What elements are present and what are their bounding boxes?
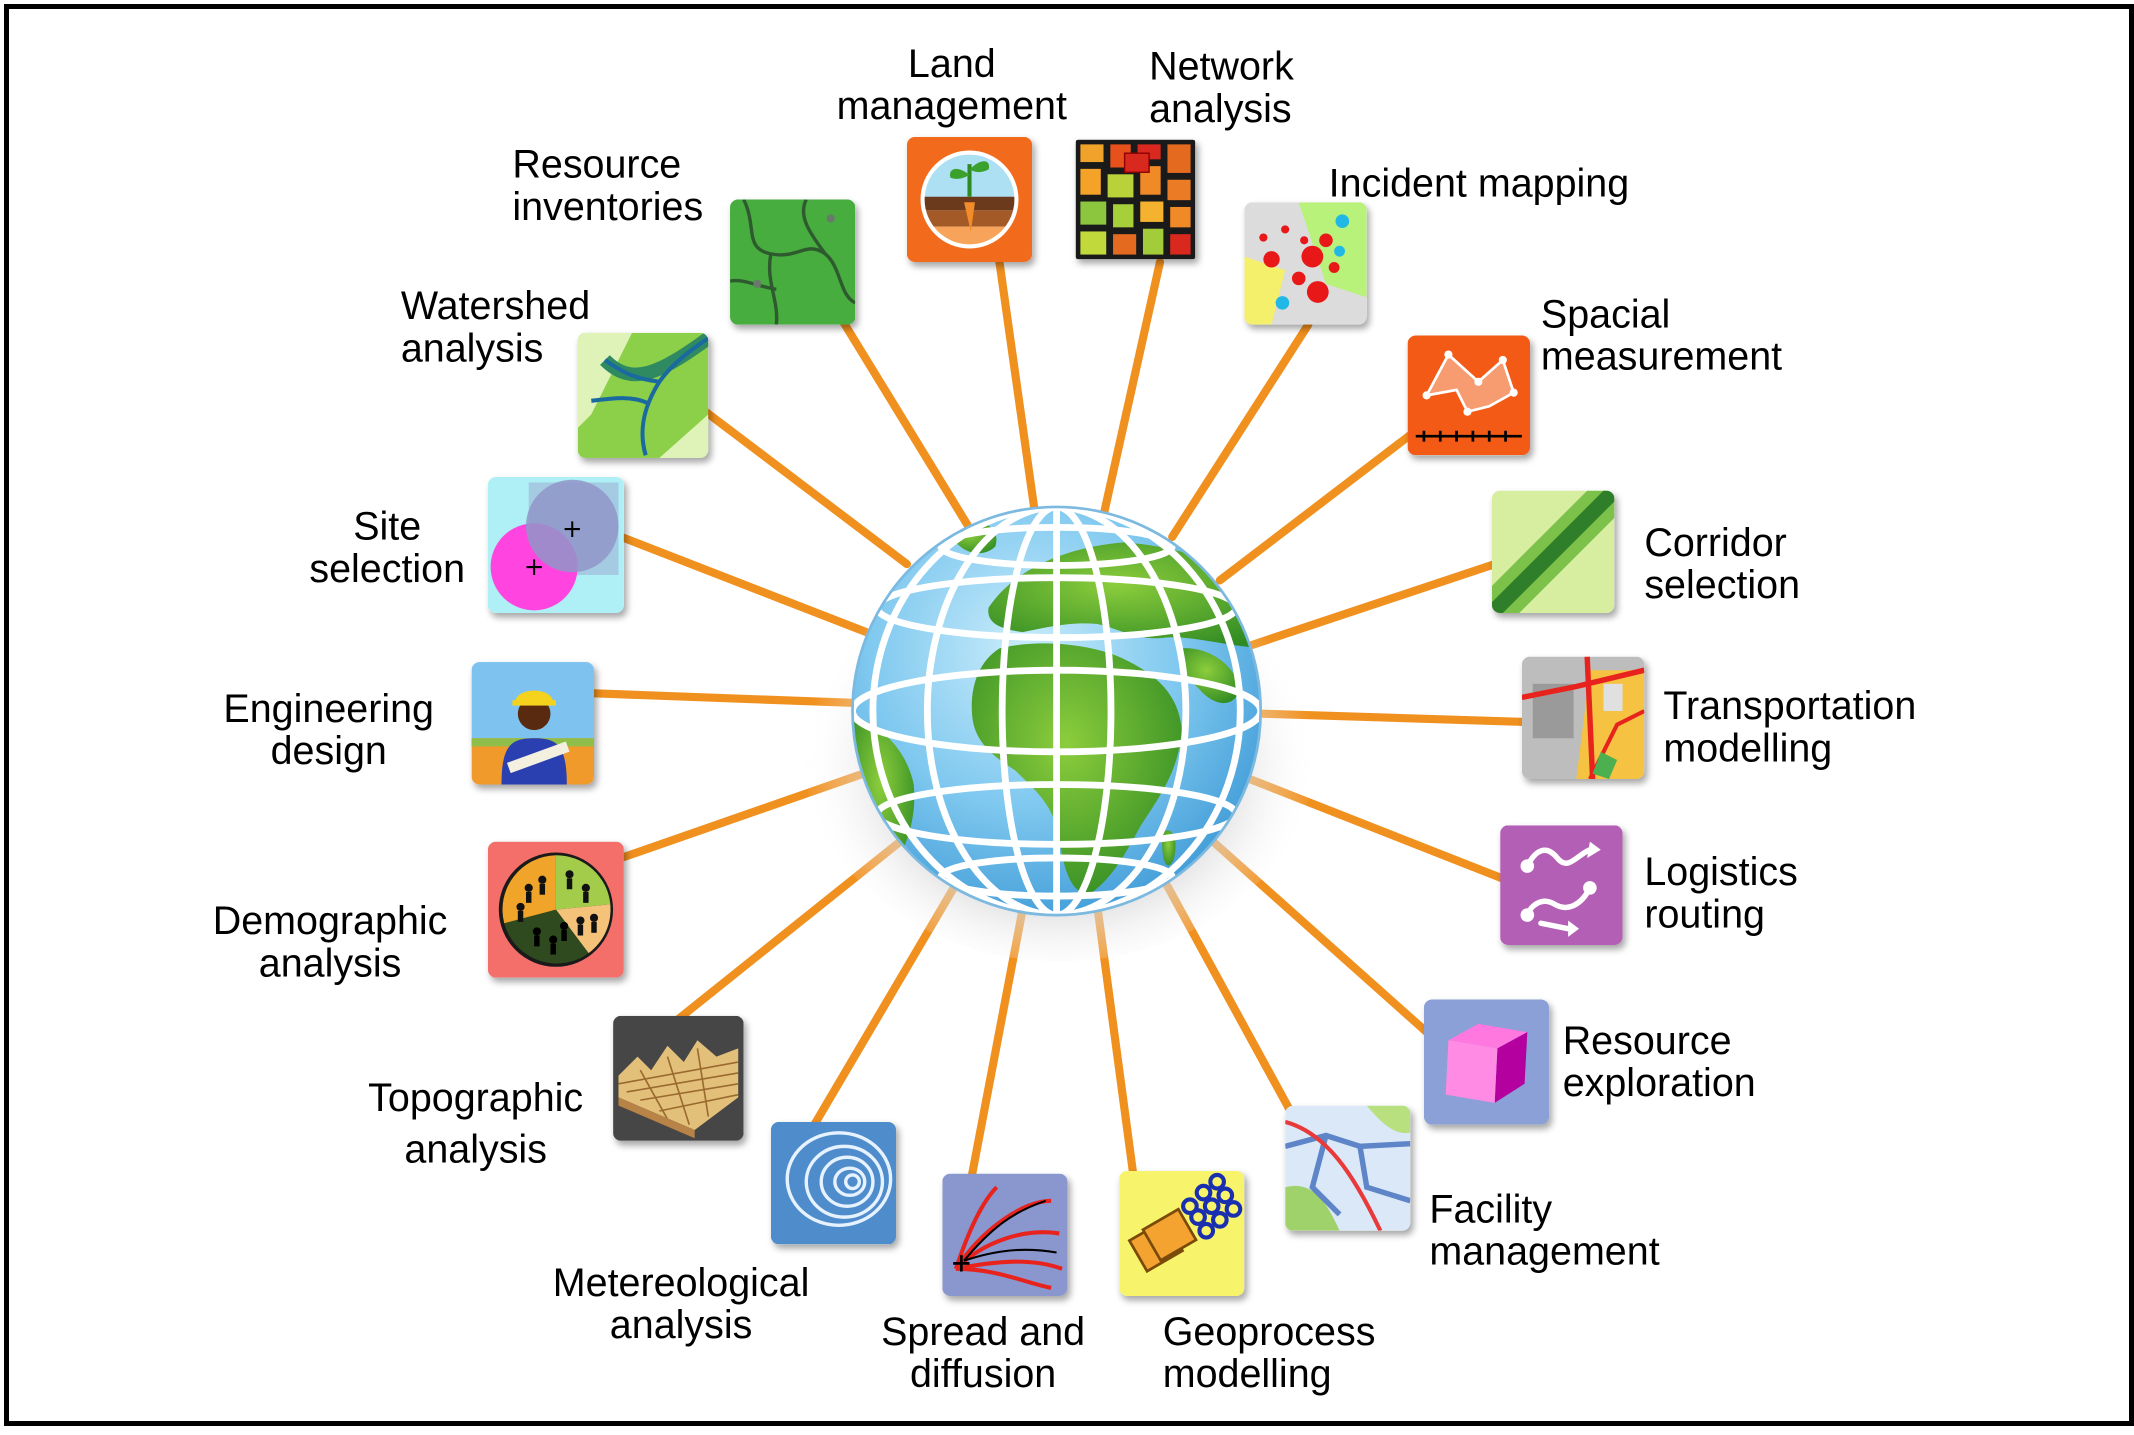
route-arrows-icon	[1500, 825, 1623, 946]
spoke-watershed-analysis	[701, 407, 912, 569]
label-spread-and-diffusion: Spread and diffusion	[881, 1310, 1086, 1397]
overlap-circles-icon: + +	[487, 477, 624, 614]
label-engineering-design: Engineering design	[223, 687, 435, 774]
label-site-selection: Site selection	[309, 505, 466, 592]
spoke-land-management	[995, 257, 1039, 517]
corridor-band-icon	[1491, 490, 1615, 614]
plant-soil-icon	[906, 136, 1033, 263]
label-resource-exploration: Resource exploration	[1562, 1019, 1756, 1106]
spoke-network-analysis	[1100, 257, 1165, 517]
river-icon	[577, 332, 709, 458]
network-grid-icon	[1075, 139, 1196, 260]
cube-icon	[1423, 999, 1550, 1125]
label-metereological-analysis: Metereological analysis	[552, 1262, 810, 1348]
label-transportation-modelling: Transportation modelling	[1663, 685, 1917, 771]
label-spacial-measurement: Spacial measurement	[1540, 293, 1783, 380]
label-network-analysis: Network analysis	[1149, 45, 1294, 132]
label-topographic-analysis: Topographic analysis	[368, 1076, 584, 1173]
engineer-icon	[471, 662, 595, 785]
spoke-site-selection	[617, 532, 871, 637]
label-geoprocess-modelling: Geoprocess modelling	[1162, 1310, 1376, 1397]
label-logistics-routing: Logistics routing	[1644, 851, 1798, 937]
terrain-icon	[613, 1015, 744, 1141]
label-land-management: Land management	[836, 43, 1067, 129]
label-demographic-analysis: Demographic analysis	[212, 900, 448, 986]
label-incident-mapping: Incident mapping	[1328, 162, 1630, 207]
spoke-spacial-measurement	[1215, 426, 1420, 585]
globe-icon	[800, 505, 1318, 962]
geoprocess-chain-icon	[1119, 1170, 1245, 1297]
parcels-icon	[730, 199, 856, 325]
svg-text:+: +	[562, 514, 583, 543]
diffusion-lines-icon	[942, 1173, 1068, 1297]
isobar-rings-icon	[770, 1121, 897, 1245]
label-facility-management: Facility management	[1429, 1188, 1660, 1275]
facility-network-icon	[1285, 1105, 1411, 1231]
spoke-incident-mapping	[1168, 320, 1313, 541]
diagram-stage: Land management	[9, 9, 2134, 1435]
spoke-resource-inventories	[837, 315, 973, 531]
road-map-icon	[1521, 656, 1645, 780]
label-resource-inventories: Resource inventories	[512, 143, 704, 230]
incident-dots-icon	[1244, 202, 1367, 325]
spoke-corridor-selection	[1245, 560, 1499, 650]
label-watershed-analysis: Watershed analysis	[400, 285, 591, 371]
diagram-frame: Land management	[4, 4, 2134, 1426]
measurement-polygon-icon	[1407, 335, 1531, 456]
svg-text:+: +	[524, 552, 545, 581]
label-corridor-selection: Corridor selection	[1644, 521, 1801, 608]
population-pie-icon	[487, 841, 624, 978]
